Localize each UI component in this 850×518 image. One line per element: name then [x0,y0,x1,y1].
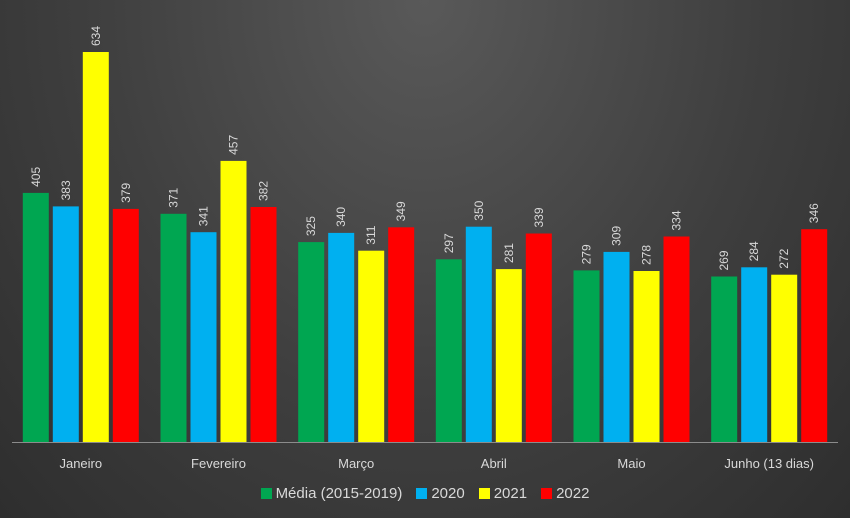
bar [663,236,690,442]
legend-label: 2021 [493,485,528,502]
legend-label: 2022 [556,485,590,502]
legend: Média (2015-2019) 2020 2021 2022 [0,485,850,502]
category-label: Maio [617,456,645,471]
data-label: 297 [442,233,456,253]
data-label: 272 [777,248,791,268]
legend-item: 2021 [478,485,528,502]
data-label: 379 [119,183,133,203]
bar [358,250,385,442]
bar [112,208,139,442]
legend-swatch [478,488,490,499]
data-label: 281 [502,243,516,263]
data-label: 341 [197,206,211,226]
bar [190,232,217,442]
data-label: 309 [610,226,624,246]
bar [328,232,355,442]
category-label: Janeiro [59,456,102,471]
data-label: 269 [717,250,731,270]
bar [388,227,415,442]
legend-item: Média (2015-2019) [260,485,403,502]
data-label: 311 [364,225,378,244]
bar [160,213,187,442]
category-label: Junho (13 dias) [724,456,814,471]
data-label: 349 [394,201,408,221]
bar [52,206,79,442]
bar [220,160,247,442]
bar [801,229,828,442]
data-label: 382 [257,181,271,201]
bars-group [22,52,828,442]
bar [465,226,492,442]
category-label: Abril [481,456,507,471]
bar [250,207,277,442]
data-label: 325 [304,216,318,236]
bar [573,270,600,442]
bar [525,233,552,442]
data-label: 457 [227,135,241,155]
bar [22,192,49,442]
category-labels-group: Janeiro Fevereiro Março Abril Maio Junho (13 … [59,456,814,471]
data-label: 278 [640,245,654,265]
data-label: 350 [472,200,486,220]
data-label: 346 [807,203,821,223]
data-label: 334 [670,210,684,230]
bar [633,271,660,442]
category-label: Março [338,456,374,471]
category-label: Fevereiro [191,456,246,471]
data-label: 371 [167,187,181,207]
data-label: 339 [532,207,546,227]
legend-item: 2022 [541,485,589,502]
bar [82,52,109,442]
bar [298,242,325,442]
bar [435,259,462,442]
data-label: 340 [334,207,348,227]
data-label: 634 [89,26,103,46]
data-label: 383 [59,180,73,200]
data-label: 279 [580,244,594,264]
bar [771,274,798,442]
legend-label: Média (2015-2019) [275,485,403,502]
bar [711,276,738,442]
bar [603,251,630,442]
bar [741,267,768,442]
bar [495,269,522,442]
data-label: 405 [29,167,43,187]
data-label: 284 [747,241,761,261]
legend-swatch [260,488,272,499]
legend-label: 2020 [431,485,465,502]
data-labels-group: 405 383 634 379 371 341 457 382 325 340 311 349 297 3… [29,26,821,271]
legend-swatch [541,488,553,499]
legend-item: 2020 [416,485,465,502]
legend-swatch [416,488,428,499]
